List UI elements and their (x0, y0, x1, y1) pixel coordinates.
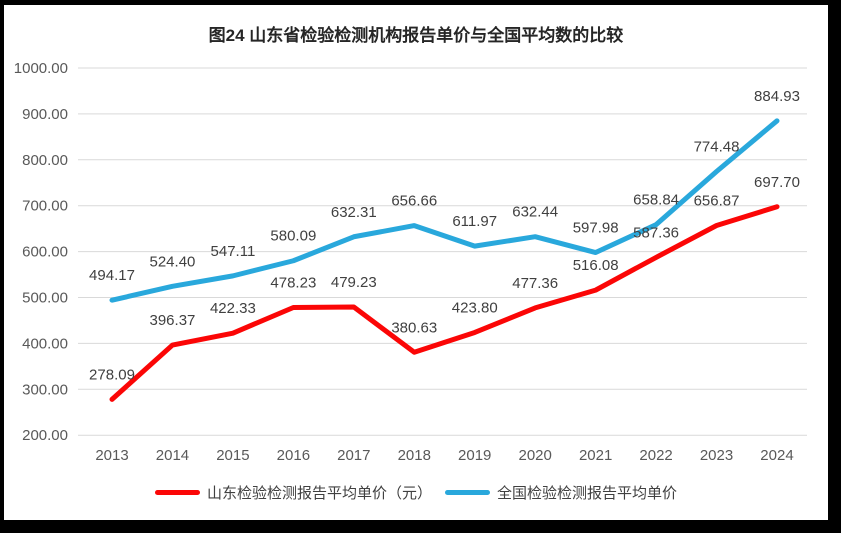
data-label-1: 547.11 (211, 243, 256, 260)
data-label-0: 477.36 (512, 275, 558, 292)
data-label-0: 380.63 (391, 319, 437, 336)
y-tick-label: 500.00 (22, 290, 68, 307)
x-tick-label: 2015 (216, 447, 249, 464)
plot-area: 200.00 300.00 400.00 500.00 600.00 700.00 800.… (14, 60, 807, 464)
data-label-1: 580.09 (270, 228, 316, 245)
y-tick-label: 700.00 (22, 198, 68, 215)
y-tick-label: 300.00 (22, 381, 68, 398)
legend-label-national: 全国检验检测报告平均单价 (497, 485, 678, 502)
x-tick-label: 2014 (156, 447, 189, 464)
data-label-0: 478.23 (270, 274, 316, 291)
data-label-0: 423.80 (452, 299, 498, 316)
x-tick-label: 2016 (277, 447, 310, 464)
legend-item-national: 全国检验检测报告平均单价 (445, 482, 677, 503)
data-label-0: 479.23 (331, 274, 377, 291)
x-tick-label: 2019 (458, 447, 491, 464)
data-label-0: 278.09 (89, 366, 135, 383)
data-label-1: 524.40 (150, 253, 196, 270)
y-tick-label: 200.00 (22, 427, 68, 444)
series-line-0 (109, 204, 780, 402)
data-label-0: 656.87 (694, 192, 740, 209)
data-label-1: 632.44 (512, 204, 558, 221)
y-tick-label: 900.00 (22, 106, 68, 123)
data-label-0: 396.37 (150, 312, 196, 329)
legend-label-shandong: 山东检验检测报告平均单价（元） (206, 485, 432, 502)
data-label-0: 422.33 (210, 300, 256, 317)
data-label-0: 587.36 (633, 224, 679, 241)
legend: 山东检验检测报告平均单价（元） 全国检验检测报告平均单价 (4, 482, 828, 503)
series-line-1 (109, 118, 780, 303)
y-tick-label: 400.00 (22, 335, 68, 352)
data-label-1: 632.31 (331, 204, 377, 221)
x-tick-label: 2022 (639, 447, 672, 464)
data-label-1: 597.98 (573, 220, 619, 237)
data-label-1: 658.84 (633, 192, 679, 209)
data-label-1: 611.97 (452, 213, 497, 230)
legend-swatch-national-icon (445, 490, 490, 495)
x-tick-label: 2023 (700, 447, 733, 464)
chart-title: 图24 山东省检验检测机构报告单价与全国平均数的比较 (208, 26, 624, 45)
x-tick-label: 2020 (518, 447, 551, 464)
x-tick-label: 2021 (579, 447, 612, 464)
legend-swatch-shandong-icon (154, 490, 200, 495)
legend-item-shandong: 山东检验检测报告平均单价（元） (154, 482, 432, 503)
data-label-1: 494.17 (89, 267, 135, 284)
data-label-1: 656.66 (391, 193, 437, 210)
y-tick-label: 800.00 (22, 152, 68, 169)
x-tick-label: 2013 (95, 447, 128, 464)
chart-canvas: 图24 山东省检验检测机构报告单价与全国平均数的比较 200.00 300.00 4… (4, 5, 828, 520)
x-tick-label: 2024 (760, 447, 793, 464)
x-tick-label: 2018 (398, 447, 431, 464)
data-label-1: 884.93 (754, 88, 800, 105)
data-label-1: 774.48 (694, 139, 740, 156)
y-tick-label: 1000.00 (14, 60, 68, 77)
y-tick-label: 600.00 (22, 244, 68, 261)
data-label-0: 697.70 (754, 174, 800, 191)
data-label-0: 516.08 (573, 257, 619, 274)
x-tick-label: 2017 (337, 447, 370, 464)
